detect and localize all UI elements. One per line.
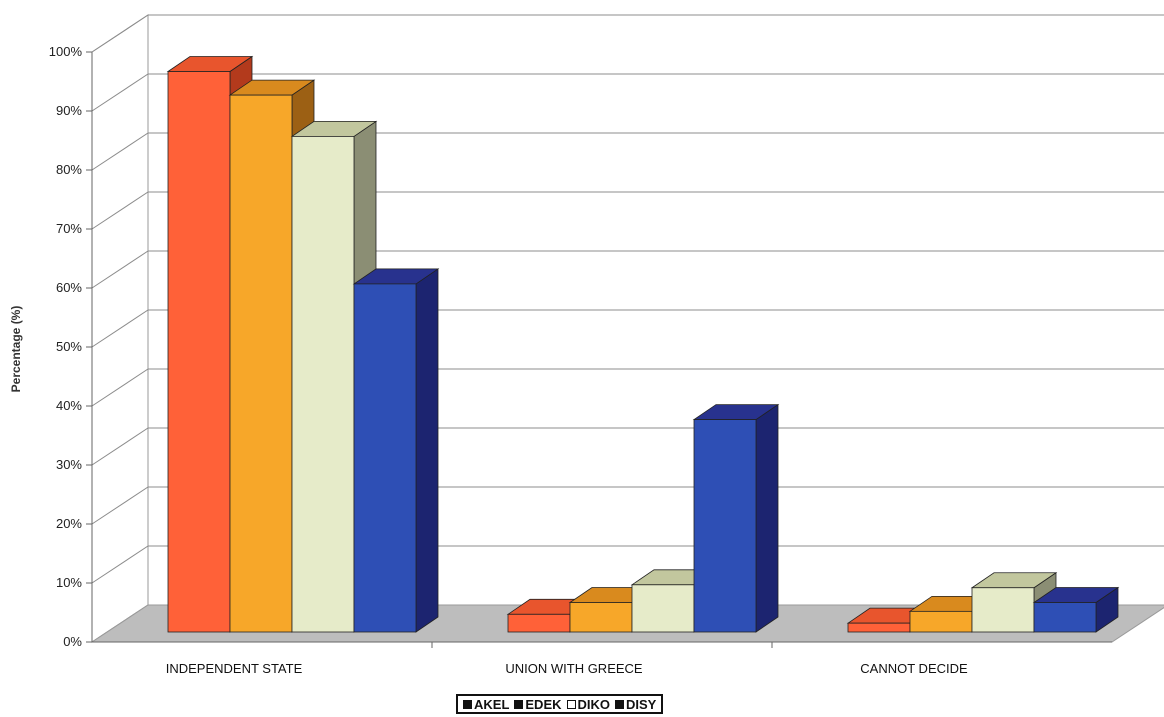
bar-front: [693, 419, 757, 633]
y-tick-label: 60%: [56, 280, 82, 295]
bar-front: [631, 584, 695, 633]
bar-front: [229, 94, 293, 633]
bar-independent-state-akel: [166, 55, 254, 633]
bar-front: [353, 283, 417, 633]
category-label-union-with-greece: UNION WITH GREECE: [505, 661, 643, 676]
bar-front: [971, 587, 1035, 633]
legend-item-edek: EDEK: [514, 696, 562, 712]
axes: [86, 51, 1112, 648]
gridline: [91, 14, 1164, 53]
bar-front: [1033, 602, 1097, 633]
y-axis-title: Percentage (%): [9, 306, 23, 393]
legend-item-akel: AKEL: [463, 697, 509, 712]
y-tick-label: 70%: [56, 221, 82, 236]
legend-label-edek: EDEK: [525, 696, 562, 712]
bar-front: [569, 602, 633, 633]
gridline: [91, 191, 1164, 230]
gridline: [91, 545, 1164, 584]
y-tick-label: 0%: [63, 634, 82, 649]
y-tick-label: 100%: [49, 44, 83, 59]
bar-side: [755, 403, 779, 633]
category-labels: INDEPENDENT STATE UNION WITH GREECE CANNOT…: [166, 661, 968, 676]
y-tick-label: 80%: [56, 162, 82, 177]
gridline: [91, 309, 1164, 348]
bar-side: [415, 268, 439, 633]
y-tick-label: 50%: [56, 339, 82, 354]
bar-front: [847, 622, 911, 633]
bar-front: [291, 135, 355, 633]
legend-label-diko: DIKO: [577, 696, 611, 712]
y-tick-label: 10%: [56, 575, 82, 590]
y-tick-label: 30%: [56, 457, 82, 472]
legend: AKEL EDEK DIKO DISY: [456, 694, 664, 714]
gridline: [91, 132, 1164, 171]
gridline: [91, 486, 1164, 525]
bar-front: [507, 613, 571, 633]
legend-swatch-akel: [463, 699, 472, 709]
legend-swatch-diko: [566, 699, 576, 709]
bar-front: [167, 71, 231, 633]
legend-item-diko: DIKO: [566, 696, 611, 712]
y-tick-label: 20%: [56, 516, 82, 531]
bar-front: [909, 610, 973, 633]
gridline: [91, 73, 1164, 112]
bars: [166, 55, 1120, 633]
gridline: [91, 368, 1164, 407]
legend-label-akel: AKEL: [474, 696, 510, 712]
legend-label-disy: DISY: [626, 696, 657, 712]
bar-cannot-decide-disy: [1032, 586, 1120, 633]
bar-union-with-greece-disy: [692, 403, 780, 633]
legend-item-disy: DISY: [615, 697, 656, 712]
y-tick-label: 40%: [56, 398, 82, 413]
legend-swatch-edek: [514, 699, 524, 709]
category-label-independent-state: INDEPENDENT STATE: [166, 661, 303, 676]
y-tick-label: 90%: [56, 103, 82, 118]
gridline: [91, 250, 1164, 289]
gridline: [91, 427, 1164, 466]
legend-swatch-disy: [615, 699, 625, 709]
bar-independent-state-disy: [352, 268, 440, 633]
category-label-cannot-decide: CANNOT DECIDE: [860, 661, 968, 676]
y-tick-labels: 0% 10% 20% 30% 40% 50% 60% 70% 80% 90% 100%: [49, 44, 83, 649]
